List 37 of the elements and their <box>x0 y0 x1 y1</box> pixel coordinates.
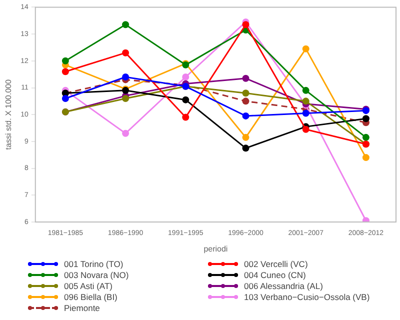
y-axis-title: tassi std. X 100.000 <box>4 78 14 150</box>
legend-label: 096 Biella (BI) <box>64 292 118 302</box>
point <box>242 112 250 120</box>
point <box>122 94 130 102</box>
point <box>122 21 130 28</box>
point <box>122 130 130 137</box>
point <box>62 57 69 64</box>
point <box>362 154 370 162</box>
point <box>242 74 250 82</box>
point <box>242 144 250 152</box>
point <box>242 134 250 141</box>
point <box>182 74 190 81</box>
point <box>182 114 190 121</box>
point <box>362 115 370 122</box>
point <box>62 68 69 76</box>
point <box>242 21 250 28</box>
legend-label: 003 Novara (NO) <box>64 270 129 280</box>
point <box>122 74 130 81</box>
point <box>302 86 310 94</box>
point <box>302 45 310 52</box>
point <box>362 134 370 141</box>
legend-label: 002 Vercelli (VC) <box>244 258 308 268</box>
legend-label: 103 Verbano−Cusio−Ossola (VB) <box>244 292 370 302</box>
point <box>302 98 310 105</box>
point <box>242 90 250 97</box>
point <box>182 96 190 104</box>
point <box>122 49 130 56</box>
legend-label: 005 Asti (AT) <box>64 280 112 290</box>
point <box>302 126 310 133</box>
legend-label: 006 Alessandria (AL) <box>244 280 323 290</box>
legend-label: Piemonte <box>64 302 100 312</box>
point <box>242 98 250 105</box>
point <box>302 110 310 117</box>
x-axis-title: periodi <box>204 244 228 254</box>
legend-label: 004 Cuneo (CN) <box>244 270 306 280</box>
legend-label: 001 Torino (TO) <box>64 258 124 268</box>
point <box>62 94 69 102</box>
